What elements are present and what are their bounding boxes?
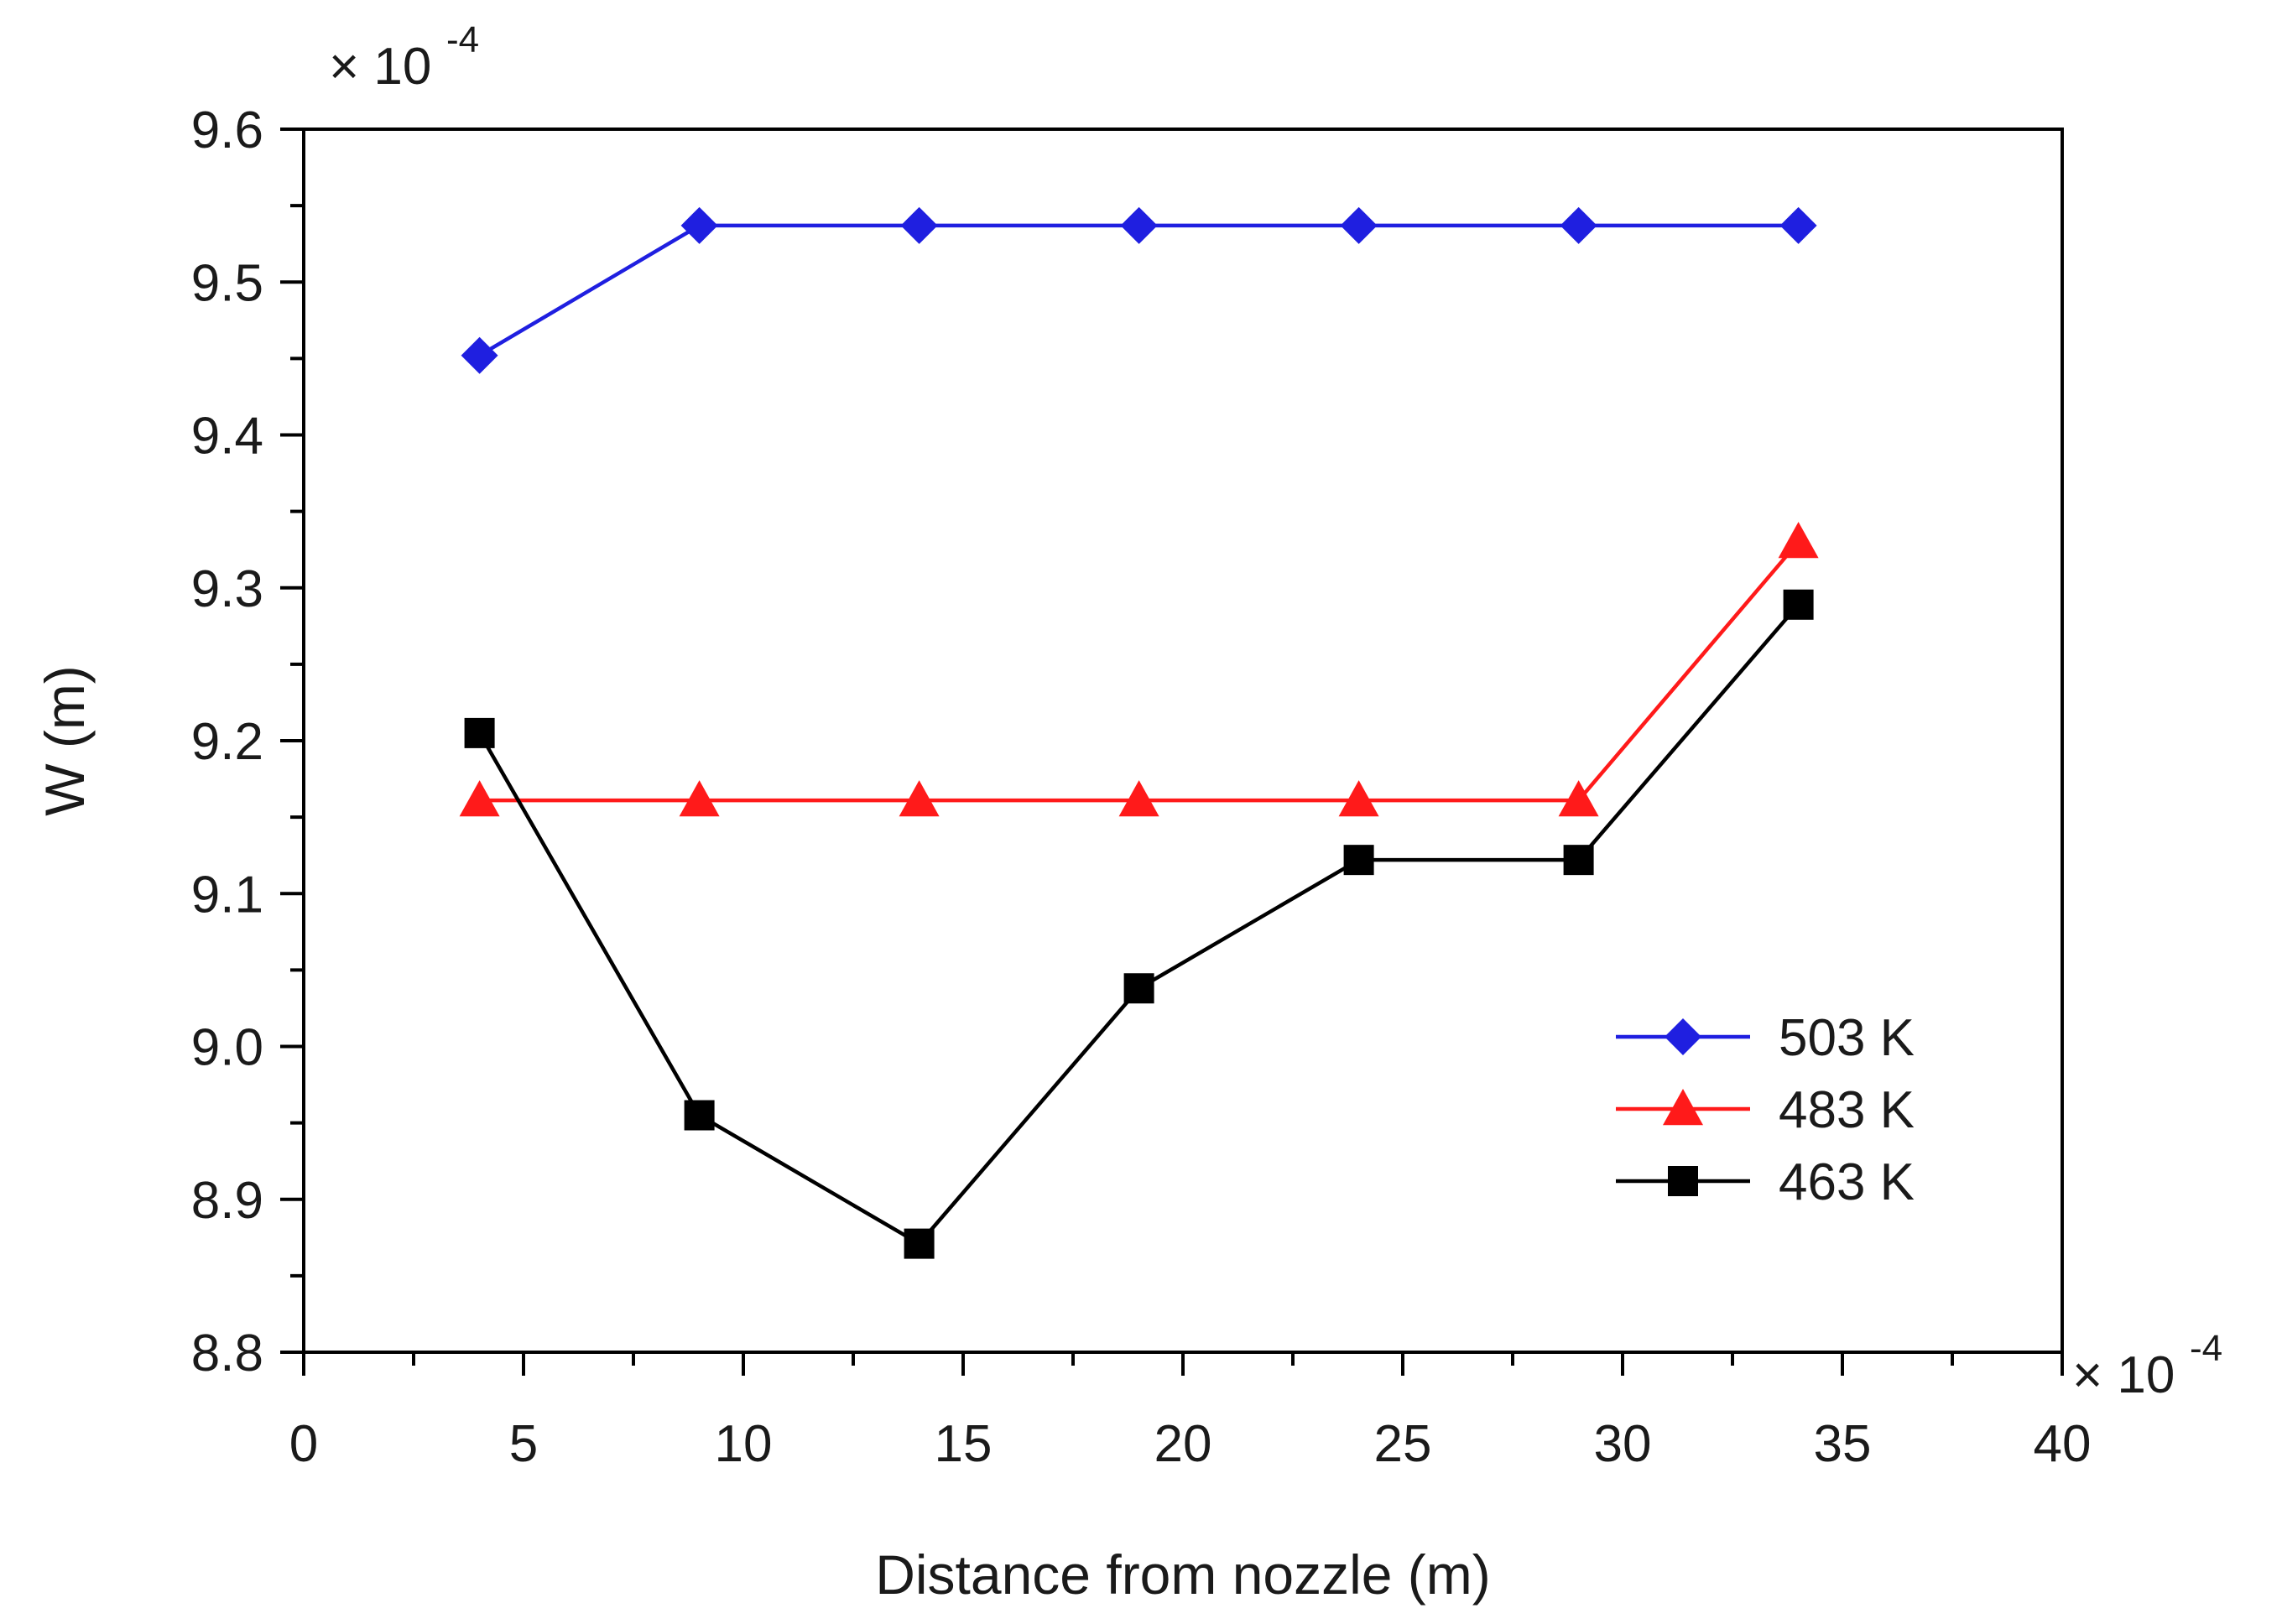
x-tick-label: 25 <box>1374 1415 1432 1473</box>
series-layer <box>459 206 1819 1259</box>
x-tick-label: 40 <box>2034 1415 2092 1473</box>
x-tick-label: 0 <box>289 1415 318 1473</box>
y-tick-label: 9.1 <box>191 866 263 924</box>
data-point-503-k <box>1560 206 1597 244</box>
data-point-483-k <box>1558 780 1599 817</box>
data-point-483-k <box>899 780 940 817</box>
data-point-483-k <box>1118 780 1159 817</box>
x-tick-label: 30 <box>1594 1415 1652 1473</box>
data-point-463-k <box>1563 845 1594 876</box>
y-tick-label: 9.3 <box>191 560 263 618</box>
x-tick-label: 5 <box>509 1415 538 1473</box>
y-multiplier-exponent: -4 <box>446 19 479 60</box>
legend-item-483-k: 483 K <box>1616 1081 1915 1139</box>
data-point-483-k <box>1778 522 1819 559</box>
legend-item-503-k: 503 K <box>1616 1009 1915 1067</box>
y-tick-label: 8.9 <box>191 1172 263 1230</box>
data-point-483-k <box>459 780 500 817</box>
x-axis-ticks: 0 5 10 15 20 25 30 35 40 <box>289 1352 2092 1473</box>
data-point-463-k <box>1123 973 1154 1004</box>
y-axis-title: W (m) <box>34 665 96 816</box>
series-503-k <box>461 206 1817 374</box>
y-tick-label: 9.4 <box>191 408 263 466</box>
x-tick-label: 20 <box>1154 1415 1212 1473</box>
x-axis-multiplier: × 10 -4 <box>2072 1328 2222 1404</box>
legend-label: 483 K <box>1779 1081 1915 1139</box>
x-axis-title: Distance from nozzle (m) <box>875 1543 1491 1606</box>
data-point-463-k <box>904 1228 935 1259</box>
legend: 503 K 483 K 463 K <box>1616 1009 1915 1211</box>
y-tick-label: 9.0 <box>191 1019 263 1077</box>
y-multiplier-base: × 10 <box>329 38 431 96</box>
data-point-463-k <box>1343 845 1374 876</box>
legend-label: 463 K <box>1779 1153 1915 1211</box>
y-tick-label: 9.2 <box>191 713 263 771</box>
y-axis-ticks: 8.8 8.9 9.0 9.1 9.2 9.3 9.4 9.5 9.6 <box>191 102 304 1382</box>
data-point-503-k <box>1340 206 1378 244</box>
y-tick-label: 9.6 <box>191 102 263 159</box>
data-point-463-k <box>464 717 495 748</box>
data-point-503-k <box>1120 206 1158 244</box>
legend-marker <box>1665 1018 1701 1055</box>
series-463-k <box>464 589 1814 1259</box>
x-multiplier-base: × 10 <box>2072 1346 2175 1404</box>
y-axis-multiplier: × 10 -4 <box>329 19 479 96</box>
data-point-463-k <box>684 1100 715 1131</box>
series-483-k <box>459 522 1819 817</box>
x-tick-label: 10 <box>715 1415 773 1473</box>
x-tick-label: 35 <box>1814 1415 1872 1473</box>
legend-item-463-k: 463 K <box>1616 1153 1915 1211</box>
data-point-483-k <box>1338 780 1379 817</box>
data-point-503-k <box>900 206 938 244</box>
x-tick-label: 15 <box>935 1415 993 1473</box>
data-point-503-k <box>1779 206 1817 244</box>
x-multiplier-exponent: -4 <box>2190 1328 2222 1369</box>
y-tick-label: 9.5 <box>191 254 263 312</box>
y-tick-label: 8.8 <box>191 1325 263 1382</box>
data-point-503-k <box>461 336 498 374</box>
data-point-483-k <box>679 780 720 817</box>
legend-marker <box>1668 1166 1698 1196</box>
legend-marker <box>1663 1089 1703 1126</box>
legend-label: 503 K <box>1779 1009 1915 1067</box>
data-point-463-k <box>1783 589 1814 620</box>
data-point-503-k <box>680 206 718 244</box>
